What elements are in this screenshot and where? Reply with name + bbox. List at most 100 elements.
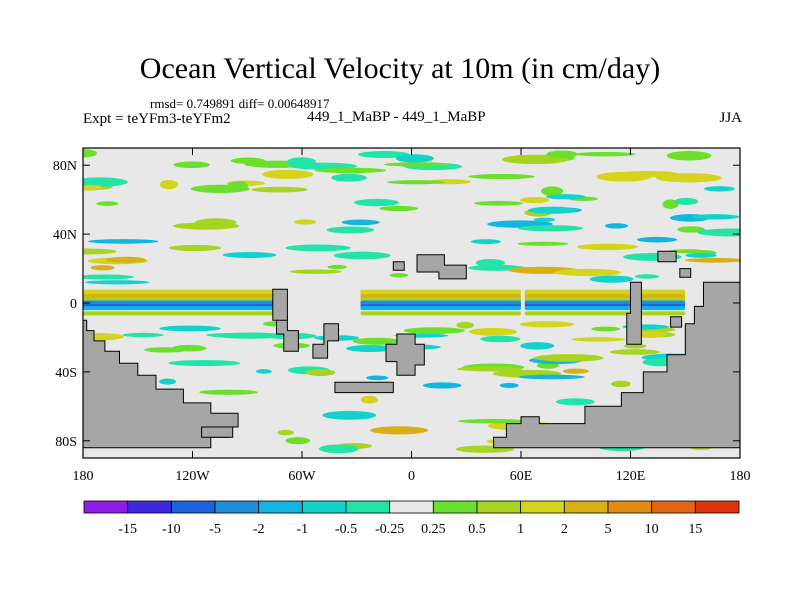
x-tick-label: 60E [510,469,533,484]
field-patch [173,222,240,230]
field-patch [293,219,317,225]
field-patch [480,335,521,343]
field-patch [555,398,595,406]
field-patch [468,173,535,180]
colorbar-swatch [345,500,391,514]
field-patch [286,157,317,167]
colorbar-label: -15 [118,522,137,537]
equatorial-band [83,311,275,316]
field-patch [314,167,387,174]
field-patch [609,349,661,355]
field-patch [83,274,134,280]
field-patch [352,337,401,345]
field-patch [84,280,150,285]
field-patch [501,154,569,165]
equatorial-band [360,294,521,299]
colorbar-label: 0.25 [421,522,446,537]
field-patch [604,223,629,229]
field-patch [517,241,569,246]
field-patch [227,181,248,190]
field-patch [327,264,348,270]
field-patch [255,369,272,374]
field-patch [704,186,735,192]
field-patch [305,369,336,376]
field-patch [520,196,550,204]
field-patch [122,332,164,338]
field-patch [533,354,604,362]
y-tick-label: 80S [55,435,77,450]
field-patch [456,366,523,372]
x-tick-label: 120W [175,469,210,484]
y-tick-label: 40S [55,366,77,381]
field-patch [87,239,159,244]
field-patch [159,378,176,385]
field-patch [395,154,434,163]
equatorial-band [83,294,275,299]
field-patch [159,179,178,190]
land-mask [83,250,740,449]
field-patch [574,151,637,157]
field-patch [518,374,585,380]
x-tick-label: 180 [730,469,751,484]
field-patch [326,226,375,234]
field-patch [457,418,527,424]
field-patch [684,257,740,263]
colorbar-label: 1 [517,522,524,537]
x-tick-label: 60W [288,469,316,484]
field-patch [562,368,589,374]
field-patch [541,186,564,196]
field-patch [554,268,622,277]
field-patch [596,171,651,182]
colorbar-label: 0.5 [468,522,486,537]
field-patch [591,326,621,332]
land-polygon [626,281,642,345]
field-patch [83,149,97,158]
field-patch [528,206,578,214]
equatorial-band [83,306,275,311]
land-polygon [392,261,405,271]
field-patch [96,201,119,206]
field-patch [571,337,626,342]
colorbar-label: -10 [162,522,181,537]
field-patch [251,186,308,193]
field-patch [470,239,501,245]
field-patch [674,197,699,205]
field-patch [520,342,555,350]
colorbar-swatch [170,500,216,514]
field-patch [346,344,395,352]
land-polygon [493,281,740,449]
y-tick-label: 0 [70,297,77,312]
colorbar-swatch [432,500,478,514]
field-patch [666,150,712,161]
colorbar-label: 5 [605,522,612,537]
land-polygon [670,316,683,328]
y-tick-label: 80N [53,159,77,174]
colorbar-swatch [127,500,172,514]
field-patch [168,359,241,367]
field-patch [105,256,147,263]
field-patch [589,275,634,283]
y-tick-label: 40N [53,228,77,243]
land-polygon [416,254,467,280]
field-patch [222,252,277,259]
colorbar-swatch [694,500,740,514]
colorbar-swatch [520,500,565,514]
field-patch [277,429,294,436]
field-patch [518,225,583,232]
axis-ticks: 80N 40N 0 40S 80S 180 120W 60W 0 60E 120E 180 [53,148,751,484]
colorbar-swatch [563,500,609,514]
field-patch [90,265,115,271]
x-tick-label: 180 [73,469,94,484]
land-polygon [276,316,299,352]
field-patch [473,200,524,206]
colorbar: -15 -10 -5 -2 -1 -0.5 -0.25 0.25 0.5 1 2 5 10 15 [83,500,740,537]
field-patch [83,177,128,187]
field-patch [206,333,247,338]
colorbar-swatch [389,500,434,514]
field-patch [383,162,451,167]
colorbar-label: -1 [296,522,308,537]
field-patch [370,426,428,435]
field-patch [475,259,506,267]
experiment-label: Expt = teYFm3-teYFm2 [83,111,231,127]
colorbar-label: 2 [561,522,568,537]
